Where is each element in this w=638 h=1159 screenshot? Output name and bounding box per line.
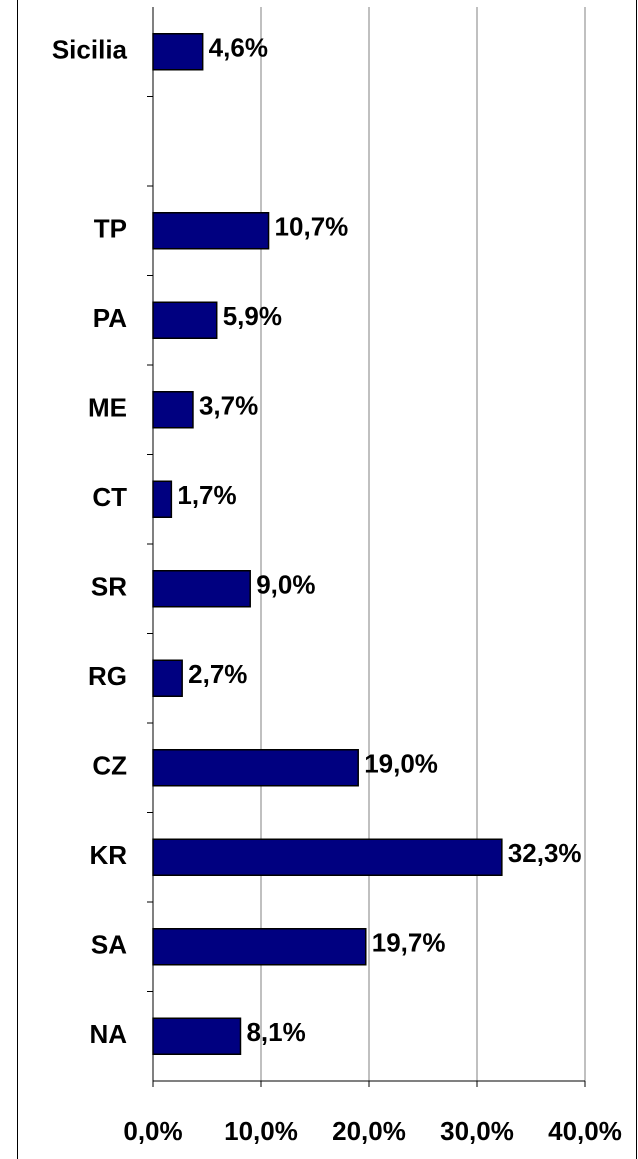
value-label: 10,7% — [275, 212, 349, 242]
value-label: 3,7% — [199, 391, 258, 421]
x-tick-label: 10,0% — [224, 1116, 298, 1146]
value-label: 1,7% — [177, 480, 236, 510]
bar — [152, 301, 218, 339]
y-tick-label: CT — [92, 482, 127, 512]
x-tick-label: 30,0% — [440, 1116, 514, 1146]
x-tick-label: 40,0% — [548, 1116, 622, 1146]
bar — [152, 749, 359, 787]
y-tick-label: CZ — [92, 751, 127, 781]
bar — [152, 33, 204, 71]
bar — [152, 659, 183, 697]
bar — [152, 480, 173, 518]
value-label: 2,7% — [188, 659, 247, 689]
bar — [152, 928, 367, 966]
x-tick-label: 0,0% — [123, 1116, 182, 1146]
value-label: 4,6% — [209, 33, 268, 63]
bar — [152, 838, 503, 876]
y-tick-label: KR — [89, 840, 127, 870]
bar — [152, 1017, 242, 1055]
y-tick-label: ME — [88, 393, 127, 423]
y-tick-label: RG — [88, 661, 127, 691]
bar — [152, 212, 270, 250]
y-tick-label: TP — [94, 214, 127, 244]
value-label: 19,0% — [364, 749, 438, 779]
y-tick-label: PA — [93, 303, 127, 333]
y-tick-label: SR — [91, 572, 127, 602]
value-label: 5,9% — [223, 301, 282, 331]
x-tick-label: 20,0% — [332, 1116, 406, 1146]
y-tick-label: SA — [91, 930, 127, 960]
bar — [152, 570, 251, 608]
value-label: 19,7% — [372, 928, 446, 958]
frame — [17, 0, 637, 1159]
bar — [152, 391, 194, 429]
value-label: 9,0% — [256, 570, 315, 600]
y-tick-label: Sicilia — [52, 35, 128, 65]
value-label: 32,3% — [508, 838, 582, 868]
value-label: 8,1% — [246, 1017, 305, 1047]
y-tick-label: NA — [89, 1019, 127, 1049]
